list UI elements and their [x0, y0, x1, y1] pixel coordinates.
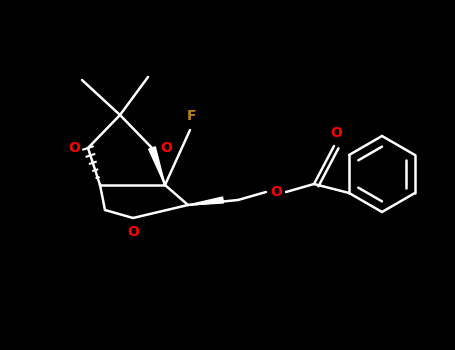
Polygon shape	[149, 147, 165, 185]
Text: O: O	[270, 185, 282, 199]
Text: O: O	[330, 126, 342, 140]
Polygon shape	[188, 197, 223, 205]
Text: O: O	[160, 141, 172, 155]
Text: F: F	[187, 109, 197, 123]
Text: O: O	[127, 225, 139, 239]
Text: O: O	[68, 141, 80, 155]
